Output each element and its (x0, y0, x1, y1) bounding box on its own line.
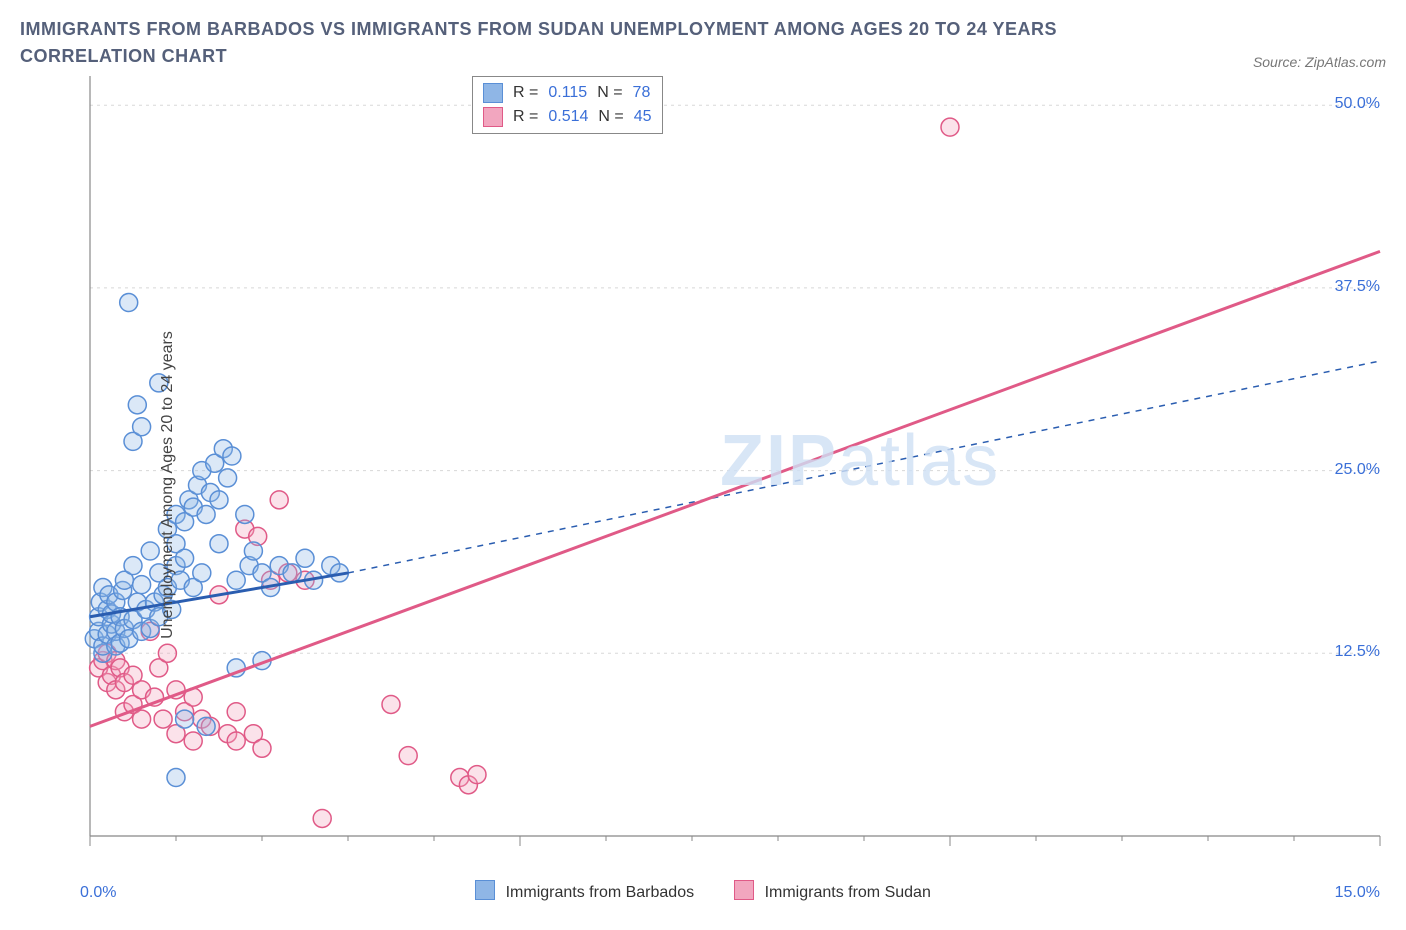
stat-row-barbados: R = 0.115 N = 78 (483, 81, 652, 105)
legend-barbados: Immigrants from Barbados (475, 880, 694, 902)
r-value: 0.514 (548, 105, 588, 129)
r-label: R = (513, 81, 538, 105)
chart-area: Unemployment Among Ages 20 to 24 years Z… (20, 70, 1386, 900)
legend-barbados-swatch (475, 880, 495, 900)
r-value: 0.115 (548, 81, 587, 105)
legend-sudan: Immigrants from Sudan (734, 880, 931, 902)
r-label: R = (513, 105, 538, 129)
chart-title: IMMIGRANTS FROM BARBADOS VS IMMIGRANTS F… (20, 16, 1120, 70)
stat-row-sudan: R = 0.514 N = 45 (483, 105, 652, 129)
correlation-stats-box: R = 0.115 N = 78 R = 0.514 N = 45 (472, 76, 663, 134)
y-axis-label: Unemployment Among Ages 20 to 24 years (159, 331, 177, 639)
stat-swatch (483, 107, 503, 127)
legend-barbados-label: Immigrants from Barbados (506, 884, 695, 901)
n-value: 45 (634, 105, 652, 129)
legend-sudan-swatch (734, 880, 754, 900)
series-legend: Immigrants from Barbados Immigrants from… (20, 880, 1386, 902)
scatter-plot (20, 70, 1386, 860)
n-label: N = (597, 81, 622, 105)
n-label: N = (598, 105, 623, 129)
n-value: 78 (633, 81, 651, 105)
y-tick-label: 50.0% (1335, 95, 1380, 113)
y-tick-label: 25.0% (1335, 461, 1380, 479)
legend-sudan-label: Immigrants from Sudan (765, 884, 931, 901)
y-tick-label: 37.5% (1335, 278, 1380, 296)
stat-swatch (483, 83, 503, 103)
source-attribution: Source: ZipAtlas.com (1253, 54, 1386, 70)
y-tick-label: 12.5% (1335, 643, 1380, 661)
